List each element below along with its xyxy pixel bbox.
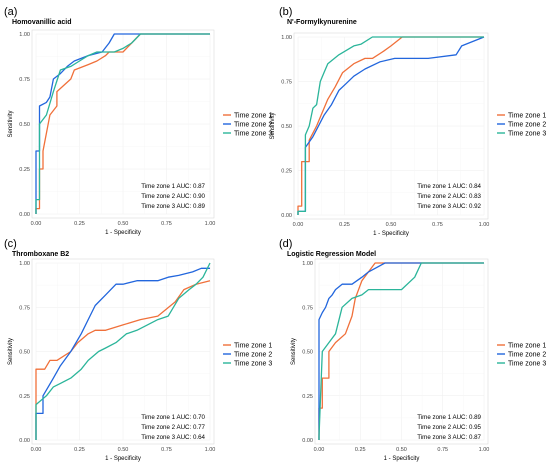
- panel-label: (d): [279, 238, 292, 250]
- panel-label: (a): [4, 6, 17, 18]
- x-axis-label: 1 - Specificity: [105, 456, 141, 462]
- x-tick-label: 1.00: [205, 447, 216, 453]
- roc-curve-series: [318, 262, 484, 440]
- roc-curve-series: [35, 262, 211, 440]
- x-tick-label: 0.25: [355, 447, 366, 453]
- y-axis-label: Sensitivity: [8, 110, 14, 137]
- roc-curve-series: [318, 262, 484, 440]
- y-tick-label: 0.00: [281, 213, 292, 219]
- y-tick-label: 0.50: [281, 124, 292, 130]
- y-tick-label: 0.00: [19, 212, 30, 218]
- x-axis-label: 1 - Specificity: [373, 231, 409, 237]
- y-tick-label: 0.75: [19, 77, 30, 83]
- y-tick-label: 0.25: [19, 394, 30, 400]
- auc-annotation: Time zone 2 AUC: 0.95: [417, 424, 481, 431]
- auc-annotation: Time zone 3 AUC: 0.87: [417, 434, 481, 441]
- chart-panel: (b)N'-Formylkynurenine 0.00 0.25 0.50 0.75 1.…: [270, 6, 546, 237]
- legend-label: Time zone 1: [508, 343, 546, 350]
- legend-label: Time zone 3: [234, 131, 272, 138]
- y-tick-label: 0.25: [302, 394, 313, 400]
- plot-frame: [293, 32, 489, 220]
- roc-curve-series: [297, 36, 484, 215]
- x-tick-label: 0.00: [293, 222, 304, 228]
- y-tick-label: 0.50: [302, 350, 313, 356]
- legend-label: Time zone 1: [508, 113, 546, 120]
- plot-frame: [314, 258, 489, 445]
- panel-label: (b): [279, 6, 292, 18]
- roc-curve-series: [297, 36, 484, 215]
- legend-label: Time zone 1: [234, 343, 272, 350]
- legend-label: Time zone 1: [234, 113, 272, 120]
- roc-curve-series: [35, 280, 211, 440]
- x-tick-label: 0.00: [31, 447, 42, 453]
- x-tick-label: 0.25: [74, 447, 85, 453]
- y-tick-label: 0.25: [281, 169, 292, 175]
- y-axis-label: Sensitivity: [8, 338, 14, 365]
- chart-panel: (c)Thromboxane B2 0.00 0.25 0.50 0.75 1.00 0.0…: [4, 238, 272, 462]
- plot-frame: [31, 258, 215, 445]
- plot-frame: [31, 29, 215, 219]
- y-tick-label: 0.75: [302, 305, 313, 311]
- y-tick-label: 0.00: [302, 438, 313, 444]
- auc-annotation: Time zone 1 AUC: 0.70: [141, 414, 205, 421]
- x-tick-label: 0.75: [432, 222, 443, 228]
- y-tick-label: 1.00: [19, 32, 30, 38]
- legend-label: Time zone 2: [234, 122, 272, 129]
- y-tick-label: 0.00: [19, 438, 30, 444]
- auc-annotation: Time zone 2 AUC: 0.77: [141, 424, 205, 431]
- auc-annotation: Time zone 1 AUC: 0.87: [141, 183, 205, 190]
- x-tick-label: 1.00: [205, 221, 216, 227]
- y-tick-label: 1.00: [302, 261, 313, 267]
- chart-title: Thromboxane B2: [12, 251, 69, 258]
- auc-annotation: Time zone 1 AUC: 0.89: [417, 414, 481, 421]
- legend-label: Time zone 3: [508, 131, 546, 138]
- auc-annotation: Time zone 3 AUC: 0.64: [141, 434, 205, 441]
- y-axis-label: Sensitivity: [270, 112, 276, 139]
- x-tick-label: 0.75: [161, 221, 172, 227]
- x-tick-label: 0.50: [386, 222, 397, 228]
- chart-title: Homovanillic acid: [12, 19, 72, 26]
- chart-title: Logistic Regression Model: [287, 251, 376, 258]
- x-tick-label: 0.00: [31, 221, 42, 227]
- x-tick-label: 0.75: [437, 447, 448, 453]
- x-tick-label: 0.25: [74, 221, 85, 227]
- x-tick-label: 1.00: [479, 222, 490, 228]
- x-tick-label: 1.00: [479, 447, 490, 453]
- auc-annotation: Time zone 1 AUC: 0.84: [417, 183, 481, 190]
- y-tick-label: 0.25: [19, 167, 30, 173]
- chart-title: N'-Formylkynurenine: [287, 19, 357, 26]
- legend-label: Time zone 2: [508, 122, 546, 129]
- y-axis-label: Sensitivity: [291, 338, 297, 365]
- chart-panel: (d)Logistic Regression Model 0.00 0.25 0.50…: [279, 238, 546, 462]
- y-tick-label: 0.50: [19, 122, 30, 128]
- roc-curve-series: [35, 33, 210, 214]
- auc-annotation: Time zone 2 AUC: 0.83: [417, 193, 481, 200]
- legend-label: Time zone 3: [508, 361, 546, 368]
- x-axis-label: 1 - Specificity: [105, 230, 141, 236]
- y-tick-label: 0.75: [281, 80, 292, 86]
- x-tick-label: 0.00: [314, 447, 325, 453]
- x-tick-label: 0.75: [161, 447, 172, 453]
- y-tick-label: 1.00: [19, 261, 30, 267]
- roc-curve-series: [35, 267, 210, 440]
- auc-annotation: Time zone 3 AUC: 0.89: [141, 203, 205, 210]
- x-axis-label: 1 - Specificity: [384, 456, 420, 462]
- panel-label: (c): [4, 238, 17, 250]
- auc-annotation: Time zone 3 AUC: 0.92: [417, 203, 481, 210]
- x-tick-label: 0.25: [339, 222, 350, 228]
- x-tick-label: 0.50: [118, 221, 129, 227]
- chart-panel: (a)Homovanillic acid 0.00 0.25 0.50 0.75 1.00…: [4, 6, 272, 236]
- legend-label: Time zone 2: [508, 352, 546, 359]
- y-tick-label: 0.50: [19, 350, 30, 356]
- auc-annotation: Time zone 2 AUC: 0.90: [141, 193, 205, 200]
- x-tick-label: 0.50: [118, 447, 129, 453]
- legend-label: Time zone 3: [234, 361, 272, 368]
- y-tick-label: 0.75: [19, 305, 30, 311]
- legend-label: Time zone 2: [234, 352, 272, 359]
- y-tick-label: 1.00: [281, 35, 292, 41]
- x-tick-label: 0.50: [396, 447, 407, 453]
